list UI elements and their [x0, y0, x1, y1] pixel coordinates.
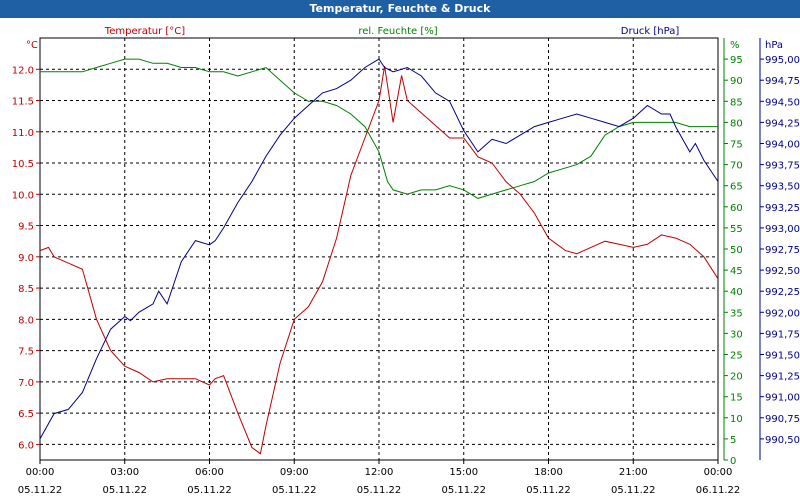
humidity-tick-label: 95 [730, 55, 743, 66]
humidity-tick-label: 25 [730, 351, 743, 362]
x-tick-time-label: 03:00 [110, 467, 139, 478]
x-axis: 00:00 05.11.22 03:00 05.11.22 06:00 05.11.22 0… [18, 460, 741, 496]
pressure-tick-label: 992,75 [765, 245, 800, 256]
pressure-series-line [39, 58, 719, 440]
temperature-tick-label: 6.5 [18, 409, 34, 420]
pressure-tick-label: 991,25 [765, 372, 800, 383]
humidity-tick-label: 45 [730, 266, 743, 277]
humidity-tick-label: 70 [730, 161, 743, 172]
temperature-tick-label: 7.5 [18, 347, 34, 358]
axis-labels: Temperatur [°C] rel. Feuchte [%] Druck [hP… [104, 26, 680, 37]
x-tick-date-label: 05.11.22 [187, 485, 232, 496]
pressure-unit-label: hPa [765, 40, 783, 51]
x-tick-date-label: 05.11.22 [102, 485, 147, 496]
temperature-tick-label: 11.0 [12, 128, 34, 139]
x-tick-date-label: 05.11.22 [18, 485, 63, 496]
grid [40, 38, 718, 460]
x-tick-date-label: 05.11.22 [611, 485, 656, 496]
pressure-tick-label: 995,00 [765, 55, 800, 66]
temperature-axis-title: Temperatur [°C] [104, 26, 185, 37]
x-tick-time-label: 15:00 [449, 467, 478, 478]
x-tick-time-label: 12:00 [365, 467, 394, 478]
temperature-tick-label: 12.0 [12, 65, 34, 76]
humidity-tick-label: 50 [730, 245, 743, 256]
temperature-series-line [39, 66, 719, 455]
humidity-tick-label: 30 [730, 329, 743, 340]
humidity-series-line [40, 58, 718, 199]
humidity-tick-label: 65 [730, 182, 743, 193]
humidity-tick-label: 15 [730, 393, 743, 404]
pressure-tick-label: 991,00 [765, 393, 800, 404]
pressure-axis-title: Druck [hPa] [621, 26, 680, 37]
humidity-tick-label: 0 [730, 456, 736, 467]
humidity-tick-label: 5 [730, 435, 736, 446]
humidity-tick-label: 20 [730, 372, 743, 383]
temperature-tick-label: 7.0 [18, 378, 34, 389]
x-tick-time-label: 00:00 [704, 467, 733, 478]
humidity-axis-title: rel. Feuchte [%] [358, 26, 437, 37]
x-tick-date-label: 05.11.22 [357, 485, 402, 496]
x-tick-time-label: 00:00 [26, 467, 55, 478]
humidity-tick-label: 85 [730, 97, 743, 108]
x-tick-date-label: 06.11.22 [696, 485, 741, 496]
pressure-tick-label: 992,00 [765, 308, 800, 319]
humidity-tick-label: 75 [730, 140, 743, 151]
x-tick-date-label: 05.11.22 [441, 485, 486, 496]
humidity-axis: 0 5 10 15 20 25 30 35 40 45 50 55 60 65 70 75 80 85 90 95% [723, 38, 743, 467]
temperature-tick-label: 9.5 [18, 222, 34, 233]
temperature-tick-label: 10.0 [12, 190, 34, 201]
temperature-tick-label: 10.5 [12, 159, 34, 170]
humidity-tick-label: 60 [730, 203, 743, 214]
pressure-tick-label: 994,50 [765, 97, 800, 108]
pressure-tick-label: 990,75 [765, 414, 800, 425]
pressure-tick-label: 993,75 [765, 161, 800, 172]
humidity-tick-label: 35 [730, 308, 743, 319]
pressure-tick-label: 990,50 [765, 435, 800, 446]
temperature-tick-label: 9.0 [18, 253, 34, 264]
humidity-tick-label: 10 [730, 414, 743, 425]
x-tick-time-label: 06:00 [195, 467, 224, 478]
temperature-axis: 6.0 6.5 7.0 7.5 8.0 8.5 9.0 9.5 10.0 10.5 11.0 11.5… [12, 40, 40, 451]
temperature-tick-label: 8.5 [18, 284, 34, 295]
x-tick-date-label: 05.11.22 [526, 485, 571, 496]
series-lines [39, 58, 719, 455]
pressure-tick-label: 992,25 [765, 287, 800, 298]
x-tick-time-label: 18:00 [534, 467, 563, 478]
pressure-tick-label: 991,75 [765, 329, 800, 340]
temperature-tick-label: 11.5 [12, 97, 34, 108]
x-tick-time-label: 09:00 [280, 467, 309, 478]
pressure-tick-label: 993,50 [765, 182, 800, 193]
pressure-tick-label: 992,50 [765, 266, 800, 277]
temperature-tick-label: 8.0 [18, 315, 34, 326]
pressure-tick-label: 991,50 [765, 351, 800, 362]
humidity-tick-label: 55 [730, 224, 743, 235]
pressure-tick-label: 993,25 [765, 203, 800, 214]
humidity-tick-label: 40 [730, 287, 743, 298]
humidity-tick-label: 90 [730, 76, 743, 87]
pressure-axis: 990,50 990,75 991,00 991,25 991,50 991,75 992,… [759, 38, 800, 460]
pressure-tick-label: 994,25 [765, 118, 800, 129]
humidity-unit-label: % [730, 40, 740, 51]
temperature-tick-label: 6.0 [18, 440, 34, 451]
x-tick-time-label: 21:00 [619, 467, 648, 478]
pressure-tick-label: 994,75 [765, 76, 800, 87]
humidity-tick-label: 80 [730, 118, 743, 129]
temperature-unit-label: °C [26, 40, 38, 51]
chart-title: Temperatur, Feuchte & Druck [0, 0, 800, 18]
x-tick-date-label: 05.11.22 [272, 485, 317, 496]
pressure-tick-label: 994,00 [765, 140, 800, 151]
pressure-tick-label: 993,00 [765, 224, 800, 235]
